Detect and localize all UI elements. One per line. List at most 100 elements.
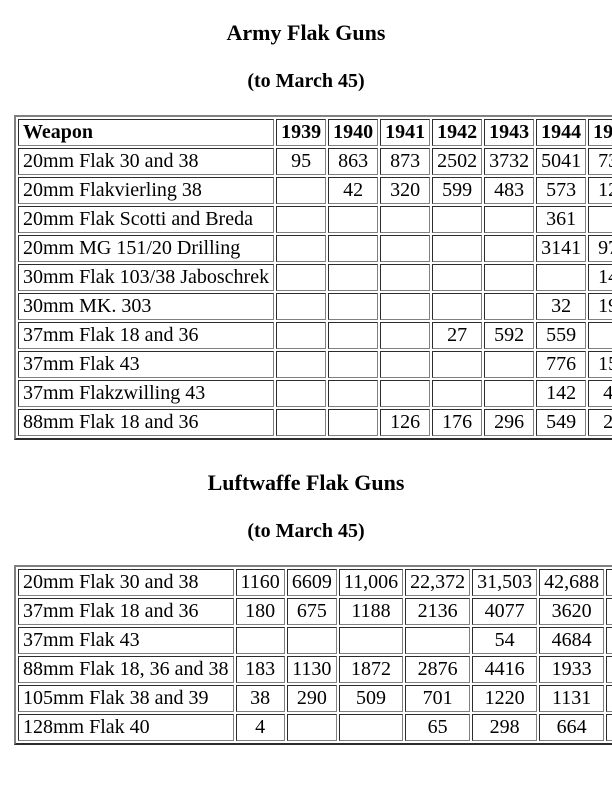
value-cell: 180 — [236, 598, 285, 625]
table-row: 20mm Flakvierling 38 42320599483573123 — [18, 177, 612, 204]
value-cell — [588, 322, 612, 349]
weapon-cell: 30mm MK. 303 — [18, 293, 274, 320]
value-cell — [276, 409, 326, 436]
value-cell — [380, 322, 430, 349]
value-cell: 873 — [380, 148, 430, 175]
value-cell — [380, 293, 430, 320]
value-cell: 573 — [536, 177, 586, 204]
army-title: Army Flak Guns — [14, 20, 598, 46]
table-row: 37mm Flakzwilling 43 14243 — [18, 380, 612, 407]
value-cell — [276, 380, 326, 407]
value-cell: 4684 — [539, 627, 604, 654]
table-header-row: Weapon 1939 1940 1941 1942 1943 1944 194… — [18, 119, 612, 146]
value-cell: 98 — [606, 714, 612, 741]
value-cell: 298 — [472, 714, 537, 741]
value-cell: 183 — [236, 656, 285, 683]
value-cell: 1188 — [339, 598, 403, 625]
value-cell — [588, 206, 612, 233]
value-cell — [484, 380, 534, 407]
table-row: 128mm Flak 4046529866498 — [18, 714, 612, 741]
value-cell: 54 — [472, 627, 537, 654]
value-cell: 739 — [588, 148, 612, 175]
value-cell: 5041 — [536, 148, 586, 175]
table-row: 20mm MG 151/20 Drilling3141973 — [18, 235, 612, 262]
value-cell — [339, 627, 403, 654]
table-row: 30mm MK. 303 32190 — [18, 293, 612, 320]
value-cell — [484, 264, 534, 291]
value-cell: 190 — [588, 293, 612, 320]
value-cell: 296 — [484, 409, 534, 436]
value-cell — [276, 351, 326, 378]
value-cell — [276, 235, 326, 262]
value-cell: 6609 — [287, 569, 337, 596]
value-cell — [432, 351, 482, 378]
value-cell: 1872 — [339, 656, 403, 683]
value-cell: 2502 — [432, 148, 482, 175]
value-cell: 27 — [432, 322, 482, 349]
value-cell: 32 — [536, 293, 586, 320]
header-year: 1942 — [432, 119, 482, 146]
value-cell — [432, 264, 482, 291]
table-row: 88mm Flak 18 and 36 12617629654923 — [18, 409, 612, 436]
army-subtitle: (to March 45) — [14, 70, 598, 93]
value-cell: 11,006 — [339, 569, 403, 596]
value-cell: 42 — [328, 177, 378, 204]
value-cell: 599 — [432, 177, 482, 204]
value-cell — [432, 293, 482, 320]
weapon-cell: 37mm Flak 43 — [18, 351, 274, 378]
value-cell — [287, 714, 337, 741]
value-cell: 23 — [588, 409, 612, 436]
weapon-cell: 20mm MG 151/20 Drilling — [18, 235, 274, 262]
value-cell: 152 — [588, 351, 612, 378]
value-cell — [432, 206, 482, 233]
table-row: 20mm Flak Scotti and Breda361 — [18, 206, 612, 233]
value-cell: 320 — [380, 177, 430, 204]
value-cell: 675 — [287, 598, 337, 625]
value-cell — [328, 235, 378, 262]
value-cell: 4416 — [472, 656, 537, 683]
table-row: 20mm Flak 30 and 38958638732502373250417… — [18, 148, 612, 175]
value-cell: 3732 — [484, 148, 534, 175]
weapon-cell: 37mm Flak 18 and 36 — [18, 598, 234, 625]
value-cell: 1130 — [287, 656, 337, 683]
value-cell — [432, 380, 482, 407]
value-cell — [328, 264, 378, 291]
weapon-cell: 20mm Flakvierling 38 — [18, 177, 274, 204]
value-cell: 509 — [339, 685, 403, 712]
weapon-cell: 20mm Flak Scotti and Breda — [18, 206, 274, 233]
table-row: 20mm Flak 30 and 381160660911,00622,3723… — [18, 569, 612, 596]
header-year: 1940 — [328, 119, 378, 146]
value-cell — [276, 206, 326, 233]
value-cell: 6339 — [606, 569, 612, 596]
weapon-cell: 37mm Flak 18 and 36 — [18, 322, 274, 349]
value-cell — [405, 627, 470, 654]
luftwaffe-flak-table: 20mm Flak 30 and 381160660911,00622,3723… — [14, 565, 612, 745]
weapon-cell: 37mm Flak 43 — [18, 627, 234, 654]
table-row: 37mm Flak 43 776152 — [18, 351, 612, 378]
table-row: 105mm Flak 38 and 3938290509701122011319… — [18, 685, 612, 712]
value-cell: 1933 — [539, 656, 604, 683]
value-cell — [380, 235, 430, 262]
value-cell: 142 — [536, 380, 586, 407]
table-row: 37mm Flak 18 and 36180675118821364077362… — [18, 598, 612, 625]
value-cell: 43 — [588, 380, 612, 407]
weapon-cell: 30mm Flak 103/38 Jaboschrek — [18, 264, 274, 291]
weapon-cell: 37mm Flakzwilling 43 — [18, 380, 274, 407]
value-cell — [484, 206, 534, 233]
value-cell: 483 — [484, 177, 534, 204]
header-weapon: Weapon — [18, 119, 274, 146]
value-cell: 126 — [380, 409, 430, 436]
value-cell — [328, 322, 378, 349]
value-cell: 176 — [432, 409, 482, 436]
value-cell: 776 — [536, 351, 586, 378]
value-cell: 4 — [236, 714, 285, 741]
value-cell: 31,503 — [472, 569, 537, 596]
value-cell: 863 — [328, 148, 378, 175]
weapon-cell: 88mm Flak 18 and 36 — [18, 409, 274, 436]
value-cell: 559 — [536, 322, 586, 349]
value-cell: 715 — [606, 656, 612, 683]
value-cell — [276, 264, 326, 291]
value-cell: 1131 — [539, 685, 604, 712]
value-cell: 123 — [588, 177, 612, 204]
value-cell: 549 — [536, 409, 586, 436]
